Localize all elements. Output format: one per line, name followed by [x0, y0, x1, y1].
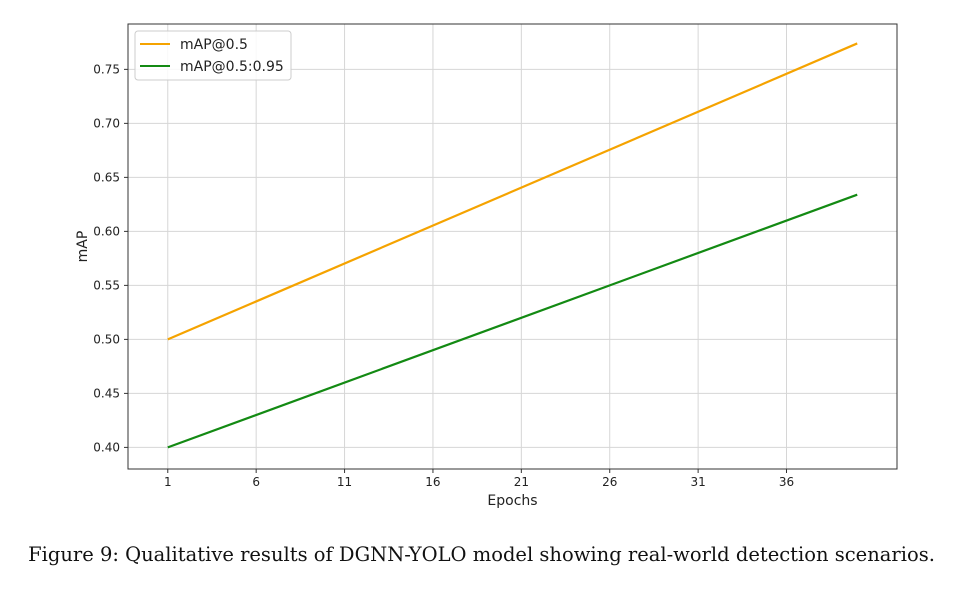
y-tick-label: 0.75	[93, 62, 120, 76]
y-tick-label: 0.60	[93, 224, 120, 238]
y-tick-label: 0.50	[93, 332, 120, 346]
x-tick-label: 26	[602, 475, 617, 489]
legend-label-map50-95: mAP@0.5:0.95	[180, 59, 284, 75]
x-tick-label: 21	[514, 475, 529, 489]
legend-box	[134, 30, 292, 81]
grid	[128, 24, 897, 469]
y-tick-label: 0.55	[93, 278, 120, 292]
y-axis-label: mAP	[75, 231, 91, 263]
figure-caption: Figure 9: Qualitative results of DGNN-YO…	[28, 543, 935, 566]
x-axis-label: Epochs	[487, 493, 537, 509]
x-tick-label: 31	[690, 475, 705, 489]
line-chart: 1 6 11 16 21 26 31 360.400.450.500.550.600.650.…	[75, 23, 898, 509]
legend: mAP@0.5 mAP@0.5:0.95	[134, 30, 292, 81]
y-tick-label: 0.70	[93, 116, 120, 130]
x-tick-label: 36	[779, 475, 794, 489]
x-tick-label: 16	[425, 475, 440, 489]
x-tick-label: 11	[337, 475, 352, 489]
y-tick-label: 0.40	[93, 440, 120, 454]
series-line-map50-95	[167, 193, 858, 449]
x-tick-label: 1	[164, 475, 172, 489]
legend-label-map50: mAP@0.5	[180, 37, 248, 53]
series-line-map50	[167, 42, 858, 341]
y-tick-label: 0.45	[93, 386, 120, 400]
y-tick-label: 0.65	[93, 170, 120, 184]
axis-ticks: 1 6 11 16 21 26 31 360.400.450.500.550.600.650.…	[93, 62, 794, 489]
x-tick-label: 6	[252, 475, 260, 489]
plot-frame	[127, 23, 898, 470]
series-lines	[167, 42, 858, 449]
